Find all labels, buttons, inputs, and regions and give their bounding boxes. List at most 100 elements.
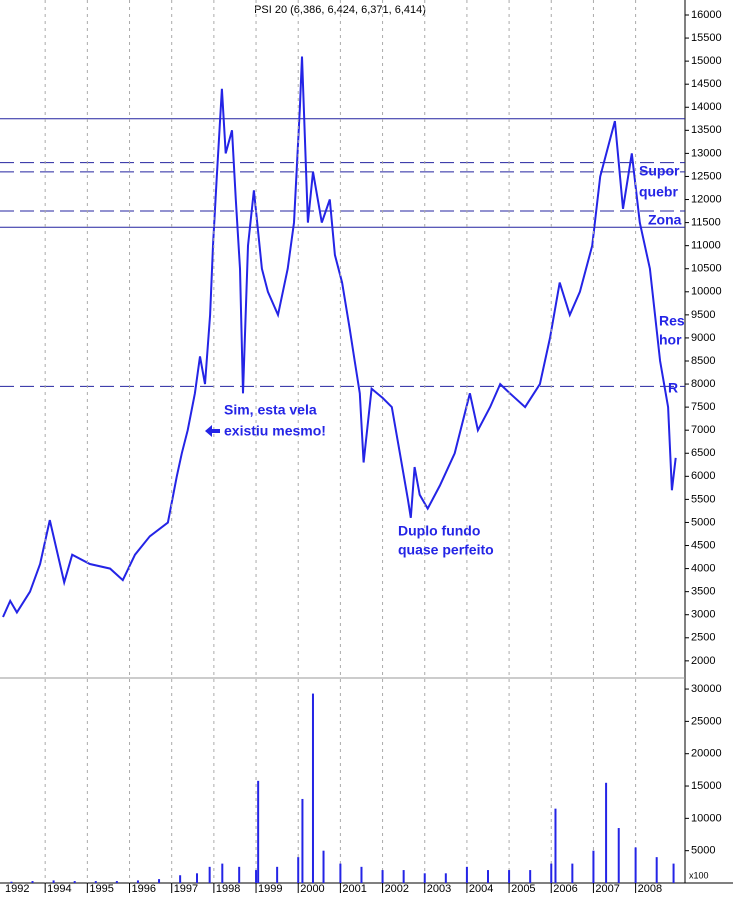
annotations: Sim, esta vela existiu mesmo! Duplo fund… bbox=[205, 163, 685, 558]
y-tick-label: 8500 bbox=[691, 355, 715, 367]
annotation: existiu mesmo! bbox=[224, 423, 326, 439]
x-tick-label: 2002 bbox=[385, 883, 409, 895]
y-tick-label: 5000 bbox=[691, 845, 715, 857]
volume-bar bbox=[238, 866, 241, 883]
x-tick-label: 1997 bbox=[174, 883, 198, 895]
volume-bar bbox=[672, 863, 675, 883]
x-tick-label: 2008 bbox=[638, 883, 662, 895]
y-tick-label: 6500 bbox=[691, 447, 715, 459]
y-tick-label: 12000 bbox=[691, 193, 722, 205]
x-tick-label: 2005 bbox=[511, 883, 535, 895]
x-tick-label: 2000 bbox=[300, 883, 324, 895]
y-tick-label: 13000 bbox=[691, 147, 722, 159]
annotation: quase perfeito bbox=[398, 542, 494, 558]
volume-bar bbox=[487, 870, 489, 883]
volume-bar bbox=[550, 863, 553, 883]
volume-bar bbox=[73, 881, 76, 883]
y-tick-label: 3500 bbox=[691, 586, 715, 598]
volume-bar bbox=[208, 866, 211, 883]
volume-bar bbox=[381, 870, 384, 883]
y-tick-label: 6000 bbox=[691, 470, 715, 482]
y-tick-label: 5500 bbox=[691, 493, 715, 505]
volume-bar bbox=[508, 870, 511, 883]
volume-bar bbox=[655, 857, 658, 883]
volume-bar bbox=[257, 780, 260, 883]
y-tick-label: 16000 bbox=[691, 9, 722, 21]
y-tick-label: 2500 bbox=[691, 632, 715, 644]
volume-bar bbox=[634, 847, 637, 883]
annotation: hor bbox=[659, 332, 682, 348]
annotation: Sim, esta vela bbox=[224, 402, 317, 418]
y-tick-label: 20000 bbox=[691, 748, 722, 760]
volume-bar bbox=[196, 873, 198, 883]
volume-bar bbox=[94, 881, 97, 883]
volume-bar bbox=[158, 879, 161, 883]
volume-bar bbox=[465, 866, 468, 883]
volume-bar bbox=[221, 863, 224, 883]
volume-bar bbox=[617, 828, 620, 883]
volume-bar bbox=[10, 881, 13, 883]
y-tick-label: 30000 bbox=[691, 683, 722, 695]
y-tick-label: 15000 bbox=[691, 780, 722, 792]
y-tick-label: 3000 bbox=[691, 609, 715, 621]
x-tick-label: 2006 bbox=[553, 883, 577, 895]
volume-bar bbox=[301, 798, 304, 883]
annotation: quebr bbox=[639, 184, 678, 200]
volume-bar bbox=[115, 881, 118, 883]
y-tick-label: 4000 bbox=[691, 562, 715, 574]
y-tick-label: 25000 bbox=[691, 715, 722, 727]
volume-bar bbox=[444, 873, 447, 883]
y-tick-label: 8000 bbox=[691, 378, 715, 390]
x-tick-label: 1998 bbox=[216, 883, 240, 895]
x-tick-label: 2007 bbox=[595, 883, 619, 895]
x-tick-label: 1999 bbox=[258, 883, 282, 895]
volume-bar bbox=[592, 850, 595, 883]
y-tick-label: 11500 bbox=[691, 216, 721, 228]
y-tick-label: 11000 bbox=[691, 240, 721, 252]
annotation: Res bbox=[659, 313, 685, 329]
y-tick-label: 9000 bbox=[691, 332, 715, 344]
x-tick-label: 2004 bbox=[469, 883, 493, 895]
annotation: Duplo fundo bbox=[398, 523, 480, 539]
volume-bar bbox=[52, 880, 55, 883]
x-tick-label: 2001 bbox=[342, 883, 366, 895]
y-tick-label: 9500 bbox=[691, 309, 715, 321]
y-tick-label: 7500 bbox=[691, 401, 715, 413]
unit-label: x100 bbox=[689, 870, 709, 880]
volume-bar bbox=[402, 870, 405, 883]
volume-bar bbox=[297, 857, 300, 883]
volume-bar bbox=[255, 870, 258, 883]
y-tick-label: 13500 bbox=[691, 124, 722, 136]
volume-bar bbox=[339, 863, 342, 883]
volume-bar bbox=[529, 870, 532, 883]
arrow bbox=[205, 425, 220, 437]
x-tick-label: 1992 bbox=[5, 883, 29, 895]
y-tick-label: 12500 bbox=[691, 170, 722, 182]
volume-bar bbox=[554, 808, 557, 883]
volume-bar bbox=[276, 866, 279, 883]
y-tick-label: 2000 bbox=[691, 655, 715, 667]
x-tick-label: 2003 bbox=[427, 883, 451, 895]
x-tick-label: 1995 bbox=[89, 883, 113, 895]
volume-bar bbox=[605, 782, 608, 883]
volume-bar bbox=[360, 866, 363, 883]
volume-bar bbox=[179, 875, 182, 883]
y-tick-label: 7000 bbox=[691, 424, 715, 436]
annotation: Zona bbox=[648, 212, 682, 228]
x-tick-label: 1996 bbox=[132, 883, 156, 895]
y-tick-label: 10500 bbox=[691, 263, 722, 275]
annotation: Supor bbox=[639, 163, 680, 179]
y-tick-label: 4500 bbox=[691, 539, 715, 551]
volume-bar bbox=[571, 863, 574, 883]
y-tick-label: 14500 bbox=[691, 78, 722, 90]
volume-bar bbox=[423, 873, 426, 883]
volume-bar bbox=[31, 881, 34, 883]
volume-bar bbox=[322, 850, 325, 883]
y-tick-label: 10000 bbox=[691, 286, 722, 298]
y-tick-label: 15000 bbox=[691, 55, 722, 67]
y-tick-label: 15500 bbox=[691, 32, 722, 44]
price-line bbox=[2, 56, 677, 618]
plot-layer: 2000 2500 3000 3500 4000 4500 5000 5500 6000 6500… bbox=[0, 0, 722, 895]
